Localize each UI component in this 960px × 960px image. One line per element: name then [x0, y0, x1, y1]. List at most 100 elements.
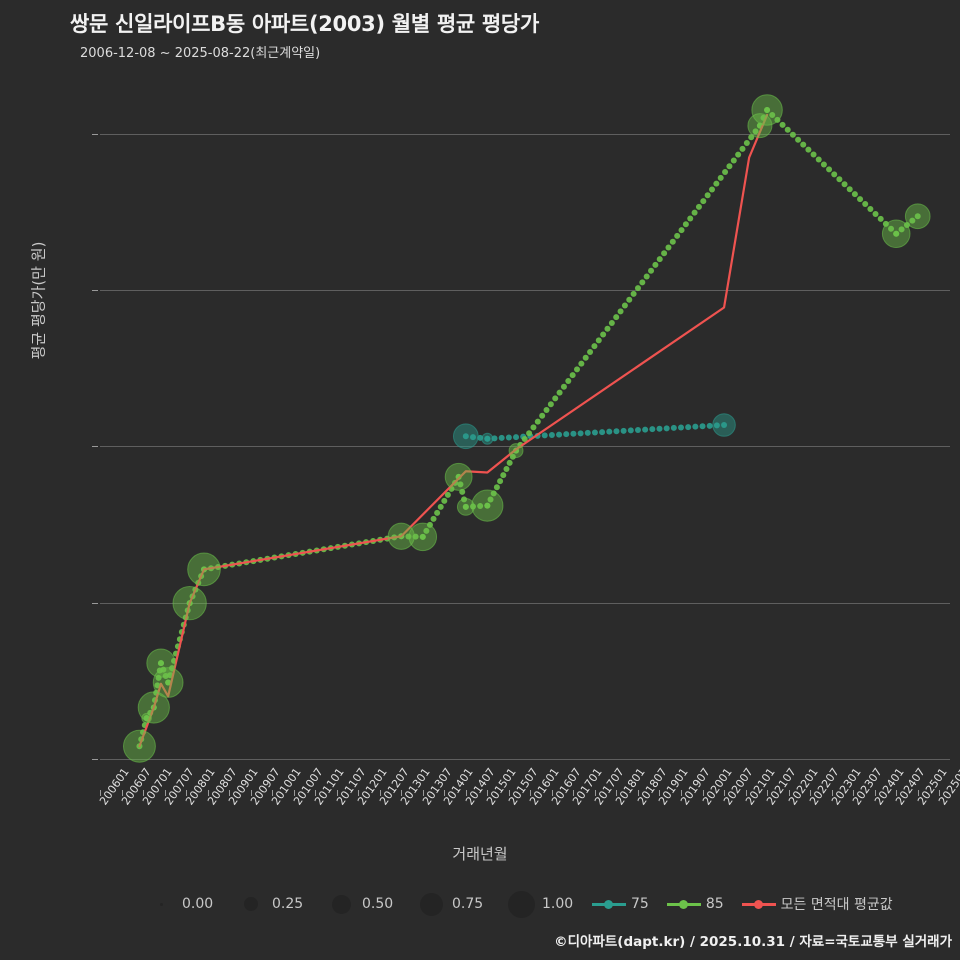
series-line-marker — [898, 226, 905, 233]
x-tick-mark — [272, 790, 274, 796]
legend-series-item[interactable]: 75 — [592, 896, 649, 912]
footer-credit: ©디아파트(dapt.kr) / 2025.10.31 / 자료=국토교통부 실… — [554, 934, 952, 950]
series-line-marker — [713, 180, 720, 187]
legend-size-label: 0.50 — [362, 896, 394, 912]
series-line-marker — [810, 151, 817, 158]
legend-size-label: 0.75 — [452, 896, 484, 912]
data-bubble[interactable] — [904, 203, 931, 230]
series-line-marker — [608, 319, 615, 326]
data-bubble[interactable] — [452, 423, 479, 450]
legend-series-marker — [741, 897, 776, 911]
series-line-marker — [627, 427, 634, 434]
data-bubble[interactable] — [172, 585, 207, 621]
series-line-marker — [841, 181, 848, 188]
data-bubble[interactable] — [481, 432, 494, 445]
x-tick-mark — [186, 790, 188, 796]
legend-series-marker — [592, 897, 626, 911]
x-axis-title: 거래년월 — [452, 845, 508, 863]
x-tick-mark — [896, 790, 898, 796]
series-line-marker — [709, 186, 716, 193]
legend-size-dot — [159, 902, 163, 906]
series-line-marker — [661, 250, 668, 257]
series-line-marker — [656, 256, 663, 263]
data-bubble[interactable] — [747, 113, 773, 139]
y-tick-mark — [92, 758, 98, 760]
gridline — [100, 290, 950, 291]
data-bubble[interactable] — [387, 522, 415, 550]
series-line-marker — [604, 325, 611, 332]
series-line — [138, 113, 769, 748]
y-tick-mark — [92, 446, 98, 448]
data-bubble[interactable] — [712, 413, 736, 437]
series-line-marker — [699, 423, 706, 430]
data-bubble[interactable] — [751, 94, 783, 126]
series-line-marker — [735, 151, 742, 158]
x-tick-mark — [874, 790, 876, 796]
x-tick-mark — [853, 790, 855, 796]
series-line-marker — [717, 174, 724, 181]
data-bubble[interactable] — [122, 729, 156, 763]
data-bubble[interactable] — [146, 648, 176, 678]
series-line-marker — [831, 171, 838, 178]
y-tick-mark — [92, 602, 98, 604]
x-tick-mark — [939, 790, 941, 796]
series-line-marker — [857, 196, 864, 203]
series-line-marker — [634, 285, 641, 292]
series-line-marker — [630, 290, 637, 297]
series-line-marker — [862, 201, 869, 208]
series-line-marker — [484, 502, 491, 509]
series-line-marker — [587, 348, 594, 355]
legend-size-label: 0.25 — [272, 896, 304, 912]
data-bubble[interactable] — [444, 462, 473, 491]
data-bubble[interactable] — [187, 552, 221, 587]
series-line-marker — [569, 372, 576, 379]
series-line-marker — [513, 434, 520, 441]
x-tick-mark — [637, 790, 639, 796]
legend-series-item[interactable]: 모든 면적대 평균값 — [741, 894, 893, 914]
x-tick-mark — [917, 790, 919, 796]
legend-size-dot — [507, 890, 535, 918]
series-line-marker — [909, 217, 916, 224]
chart-legend: 0.00 0.25 0.50 0.75 1.00 75 85 모든 면적대 평균값 — [0, 888, 960, 920]
x-tick-mark — [465, 790, 467, 796]
x-tick-mark — [745, 790, 747, 796]
series-line-marker — [462, 503, 469, 510]
x-tick-mark — [616, 790, 618, 796]
x-tick-mark — [810, 790, 812, 796]
data-bubble[interactable] — [881, 219, 911, 249]
series-line-marker — [613, 314, 620, 321]
x-tick-mark — [422, 790, 424, 796]
series-line-marker — [692, 423, 699, 430]
legend-series-marker — [666, 897, 701, 911]
data-bubble[interactable] — [152, 667, 184, 698]
series-line-marker — [882, 220, 889, 227]
plot-area — [100, 90, 950, 790]
series-line-marker — [743, 140, 750, 147]
x-tick-mark — [530, 790, 532, 796]
data-bubble[interactable] — [408, 522, 438, 552]
legend-point-swatch — [604, 900, 613, 909]
series-line-marker — [826, 166, 833, 173]
series-line-marker — [634, 427, 641, 433]
series-line-marker — [461, 496, 468, 503]
legend-series-item[interactable]: 85 — [666, 896, 724, 912]
data-bubble[interactable] — [471, 489, 504, 522]
series-line-marker — [497, 478, 504, 485]
data-bubble[interactable] — [456, 497, 475, 516]
x-tick-mark — [487, 790, 489, 796]
series-line-marker — [795, 136, 802, 143]
series-line-marker — [914, 213, 921, 220]
data-bubble[interactable] — [508, 443, 524, 459]
x-tick-mark — [207, 790, 209, 796]
x-tick-mark — [573, 790, 575, 796]
legend-point-swatch — [678, 900, 688, 909]
series-line-marker — [423, 527, 430, 534]
data-bubble[interactable] — [137, 691, 170, 724]
gridline — [100, 602, 950, 604]
series-line-marker — [457, 481, 464, 488]
series-line-marker — [888, 225, 895, 232]
series-line-marker — [656, 425, 663, 432]
series-line-marker — [626, 296, 633, 303]
x-tick-mark — [788, 790, 790, 796]
x-tick-mark — [594, 790, 596, 796]
